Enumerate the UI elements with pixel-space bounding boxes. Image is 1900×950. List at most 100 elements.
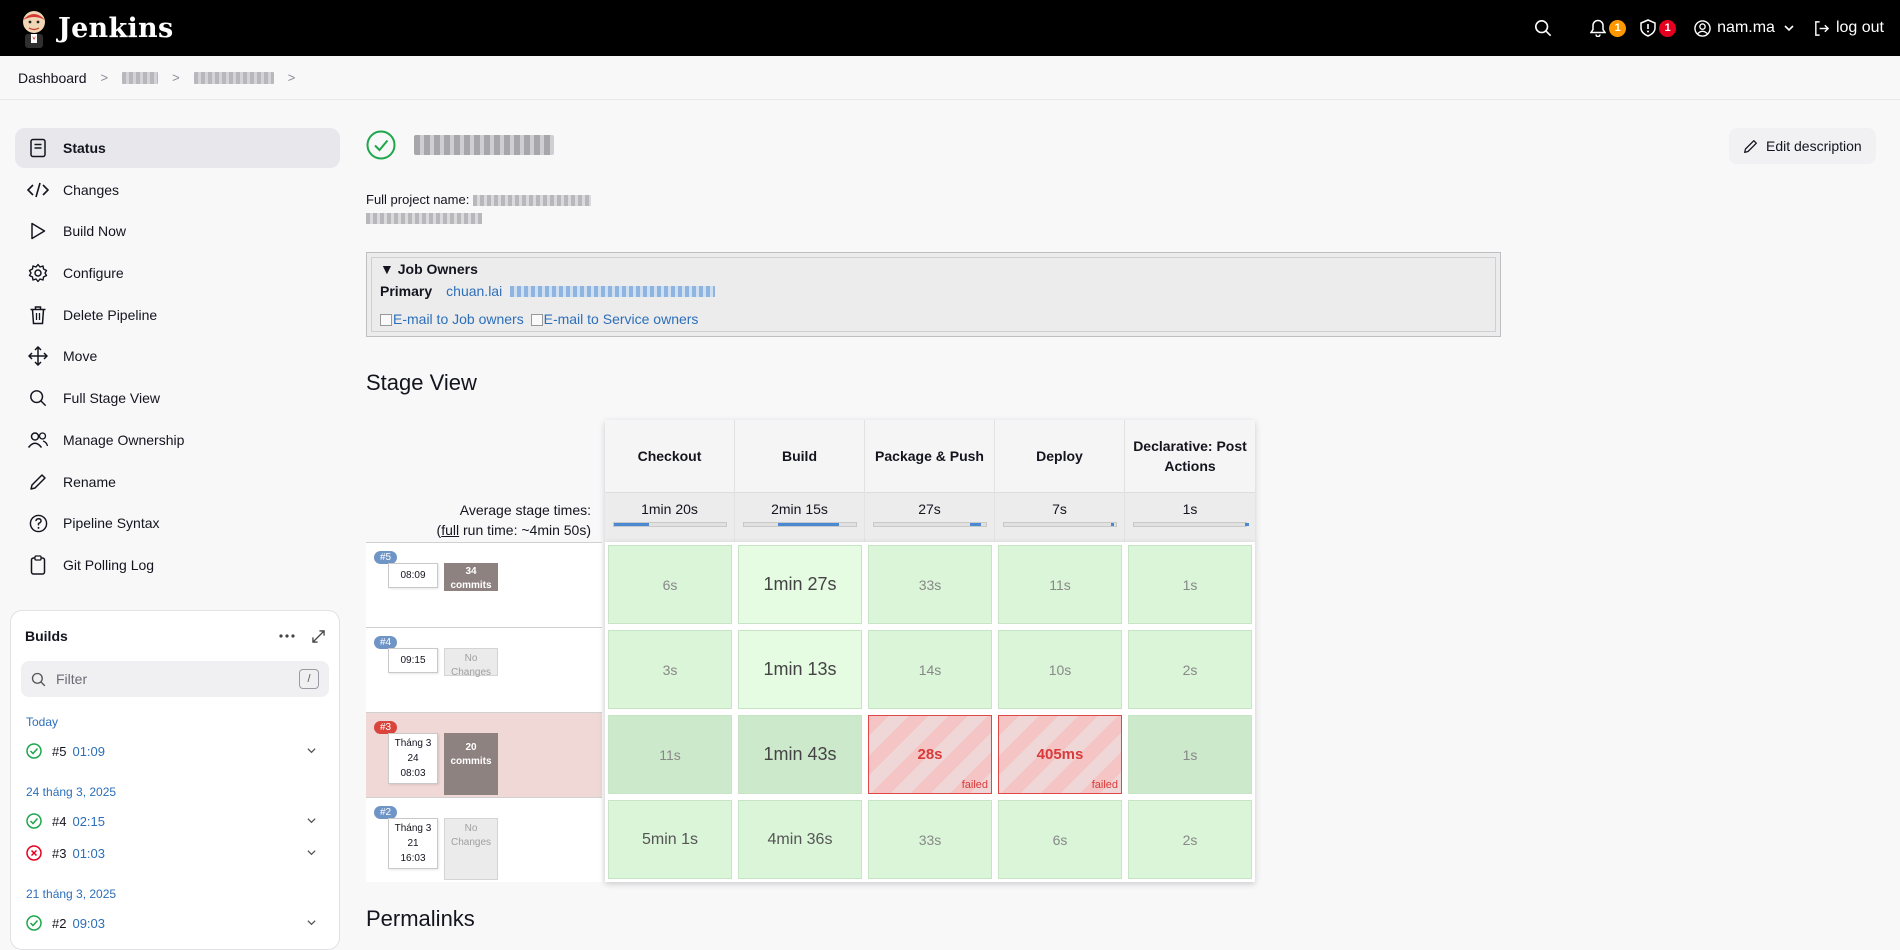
build-number: #3 — [52, 845, 67, 861]
build-time: 09:03 — [72, 915, 106, 931]
stage-cell[interactable]: 2s — [1125, 797, 1255, 882]
full-project-name-label: Full project name: — [366, 192, 470, 207]
breadcrumb: Dashboard > > > — [0, 56, 1900, 100]
stage-run-label[interactable]: #4 09:15 No Changes — [366, 627, 602, 712]
notifications-button[interactable]: 1 — [1590, 19, 1627, 37]
chevron-down-icon[interactable] — [306, 745, 317, 756]
email-service-owners-link[interactable]: E-mail to Service owners — [543, 311, 699, 327]
expand-icon[interactable] — [312, 629, 325, 643]
stage-cell-duration: 1s — [1128, 545, 1252, 624]
stage-cell[interactable]: 1s — [1125, 542, 1255, 627]
chevron-down-icon[interactable] — [306, 847, 317, 858]
stage-cell[interactable]: 1min 27s — [735, 542, 865, 627]
sidebar-item-move[interactable]: Move — [15, 336, 340, 376]
stage-cell[interactable]: 6s — [995, 797, 1125, 882]
email-job-owners-link[interactable]: E-mail to Job owners — [393, 311, 524, 327]
user-menu[interactable]: nam.ma — [1694, 19, 1795, 37]
run-changes-line: commits — [450, 756, 492, 767]
primary-owner-link[interactable]: chuan.lai — [446, 283, 503, 299]
stage-cell[interactable]: 2s — [1125, 627, 1255, 712]
more-options-icon[interactable] — [278, 633, 296, 639]
stage-cell-duration: 33s — [868, 545, 992, 624]
stage-time-bar-fill — [778, 523, 839, 526]
stage-cell[interactable]: 28s failed — [865, 712, 995, 797]
full-run-time-link[interactable]: full — [441, 522, 460, 538]
run-changes[interactable]: 34 commits — [444, 563, 498, 591]
stage-average-time: 1s — [1182, 501, 1198, 517]
stage-cell[interactable]: 6s — [605, 542, 735, 627]
stage-cell[interactable]: 5min 1s — [605, 797, 735, 882]
sidebar-item-build-now[interactable]: Build Now — [15, 211, 340, 251]
stage-cell-duration: 28s failed — [868, 715, 992, 794]
stage-average: 27s — [865, 492, 994, 542]
build-row-4[interactable]: #4 02:15 — [11, 805, 339, 837]
build-row-3[interactable]: #3 01:03 — [11, 837, 339, 869]
job-owners-heading[interactable]: ▼ Job Owners — [380, 261, 478, 277]
jenkins-logo[interactable]: Jenkins — [18, 8, 173, 48]
stage-cell[interactable]: 4min 36s — [735, 797, 865, 882]
run-number-badge[interactable]: #2 — [374, 806, 398, 819]
stage-cell[interactable]: 14s — [865, 627, 995, 712]
edit-description-button[interactable]: Edit description — [1729, 128, 1876, 164]
stage-average-time: 27s — [918, 501, 941, 517]
stage-cell[interactable]: 10s — [995, 627, 1125, 712]
stage-cell[interactable]: 3s — [605, 627, 735, 712]
builds-date-group: 24 tháng 3, 2025 — [26, 785, 117, 799]
run-changes[interactable]: No Changes — [444, 648, 498, 678]
run-number-badge[interactable]: #4 — [374, 636, 398, 649]
run-number-badge[interactable]: #5 — [374, 551, 398, 564]
stage-duration: 6s — [1052, 831, 1068, 848]
stage-cell[interactable]: 405ms failed — [995, 712, 1125, 797]
failed-tag: failed — [961, 779, 988, 791]
stage-run-label[interactable]: #3 Tháng 3 24 08:03 20 commits — [366, 712, 602, 797]
stage-duration: 33s — [918, 576, 942, 593]
sidebar-item-status[interactable]: Status — [15, 128, 340, 168]
stage-header-row: Checkout 1min 20s Build 2min 15s Package & P… — [605, 420, 1255, 542]
stage-run-label[interactable]: #2 Tháng 3 21 16:03 No Changes — [366, 797, 602, 882]
stage-cell[interactable]: 1s — [1125, 712, 1255, 797]
sidebar-item-rename[interactable]: Rename — [15, 462, 340, 502]
run-date-line: 09:15 — [400, 655, 426, 666]
security-button[interactable]: 1 — [1640, 19, 1677, 37]
builds-filter-input[interactable] — [56, 671, 286, 687]
sidebar-item-git-polling-log[interactable]: Git Polling Log — [15, 545, 340, 585]
breadcrumb-folder-redacted[interactable] — [122, 71, 159, 84]
sidebar-item-manage-ownership[interactable]: Manage Ownership — [15, 420, 340, 460]
owner-email-redacted[interactable] — [510, 285, 716, 297]
stage-average-time: 2min 15s — [771, 501, 828, 517]
builds-filter[interactable]: / — [21, 661, 329, 697]
stage-cell[interactable]: 11s — [995, 542, 1125, 627]
stage-cell[interactable]: 1min 43s — [735, 712, 865, 797]
stage-duration: 2s — [1182, 831, 1198, 848]
run-number-badge[interactable]: #3 — [374, 721, 398, 734]
stage-duration: 14s — [918, 661, 942, 678]
stage-average: 1min 20s — [605, 492, 734, 542]
stage-cell[interactable]: 1min 13s — [735, 627, 865, 712]
sidebar-item-delete-pipeline[interactable]: Delete Pipeline — [15, 295, 340, 335]
sidebar-item-full-stage-view[interactable]: Full Stage View — [15, 378, 340, 418]
notifications-badge: 1 — [1609, 19, 1627, 37]
stage-cell[interactable]: 33s — [865, 797, 995, 882]
sidebar-item-configure[interactable]: Configure — [15, 253, 340, 293]
stage-cell-duration: 33s — [868, 800, 992, 879]
stage-cell[interactable]: 33s — [865, 542, 995, 627]
sidebar-item-pipeline-syntax[interactable]: Pipeline Syntax — [15, 503, 340, 543]
sidebar-item-changes[interactable]: Changes — [15, 170, 340, 210]
build-row-2[interactable]: #2 09:03 — [11, 907, 339, 939]
job-title-redacted — [414, 135, 554, 155]
breadcrumb-job-redacted[interactable] — [193, 71, 274, 84]
build-row-5[interactable]: #5 01:09 — [11, 735, 339, 767]
run-changes[interactable]: 20 commits — [444, 733, 498, 795]
username: nam.ma — [1717, 19, 1775, 36]
run-changes[interactable]: No Changes — [444, 818, 498, 880]
broken-image-icon — [530, 314, 543, 327]
breadcrumb-dashboard[interactable]: Dashboard — [18, 69, 87, 86]
stage-cell[interactable]: 11s — [605, 712, 735, 797]
full-project-name-redacted — [472, 195, 591, 207]
stage-run-label[interactable]: #5 08:09 34 commits — [366, 542, 602, 627]
chevron-down-icon[interactable] — [306, 917, 317, 928]
logout-button[interactable]: log out — [1813, 19, 1884, 37]
search-button[interactable] — [1534, 19, 1552, 37]
build-time: 02:15 — [72, 813, 106, 829]
chevron-down-icon[interactable] — [306, 815, 317, 826]
